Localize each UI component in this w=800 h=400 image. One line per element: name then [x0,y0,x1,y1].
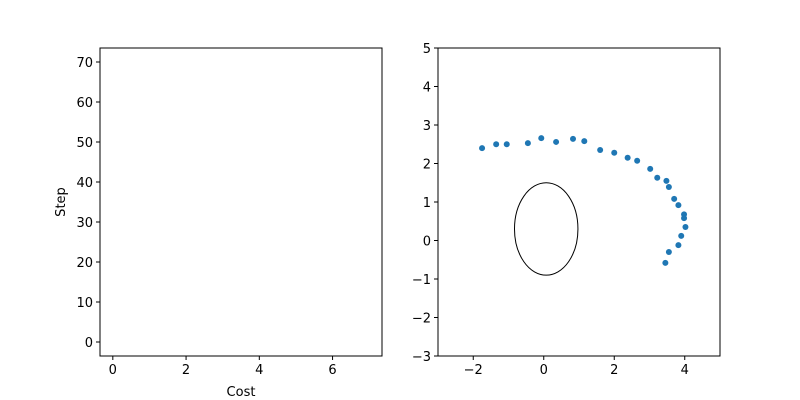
scatter-point [671,195,678,202]
scatter-point [479,145,486,152]
left-x-tick-label: 0 [109,363,117,378]
scatter-point [665,249,672,256]
right-y-tick-label: −1 [412,273,431,288]
scatter-point [682,224,689,231]
right-y-tick-label: −2 [412,312,431,327]
scatter-point [581,138,588,145]
scatter-point [654,174,661,181]
scatter-point [662,259,669,266]
left-x-tick-label: 2 [182,363,190,378]
scatter-point [570,135,577,142]
left-y-axis-label: Step [54,187,69,217]
scatter-point [553,138,560,145]
scatter-point [665,183,672,190]
right-y-tick-label: 4 [423,81,431,96]
scatter-point [675,242,682,249]
right-y-tick-label: −3 [412,350,431,365]
left-y-tick-label: 0 [85,336,93,351]
scatter-point [624,154,631,161]
right-ticks: −2 0 2 4 −3 −2 −1 0 1 2 3 4 5 [412,42,689,378]
left-y-tick-label: 70 [76,56,93,71]
right-y-tick-label: 5 [423,42,431,57]
left-y-tick-label: 50 [76,136,93,151]
left-axes-frame [99,47,383,357]
scatter-point [503,141,510,148]
left-y-tick-label: 60 [76,96,93,111]
scatter-point [538,135,545,142]
right-axes: −2 0 2 4 −3 −2 −1 0 1 2 3 4 5 [412,42,721,378]
scatter-point [678,232,685,239]
left-y-tick-label: 10 [76,296,93,311]
right-y-tick-label: 0 [423,235,431,250]
left-y-tick-label: 40 [76,176,93,191]
scatter-point [524,140,531,147]
scatter-point [675,202,682,209]
left-y-tick-label: 20 [76,256,93,271]
right-y-tick-label: 2 [423,158,431,173]
scatter-point [681,215,688,222]
right-y-tick-label: 1 [423,196,431,211]
left-x-tick-label: 4 [255,363,263,378]
scatter-point [634,157,641,164]
right-x-tick-label: −2 [464,363,483,378]
right-axes-frame [437,47,721,357]
scatter-point [493,141,500,148]
right-plot-marks [479,135,689,276]
ellipse-obstacle [513,182,579,276]
left-x-tick-label: 6 [328,363,336,378]
right-x-tick-label: 4 [681,363,689,378]
left-x-axis-label: Cost [227,385,256,400]
scatter-point [663,177,670,184]
right-x-tick-label: 0 [540,363,548,378]
right-y-tick-label: 3 [423,119,431,134]
scatter-point [647,165,654,172]
right-x-tick-label: 2 [610,363,618,378]
scatter-point [611,149,618,156]
left-y-tick-label: 30 [76,216,93,231]
scatter-point [597,147,604,154]
